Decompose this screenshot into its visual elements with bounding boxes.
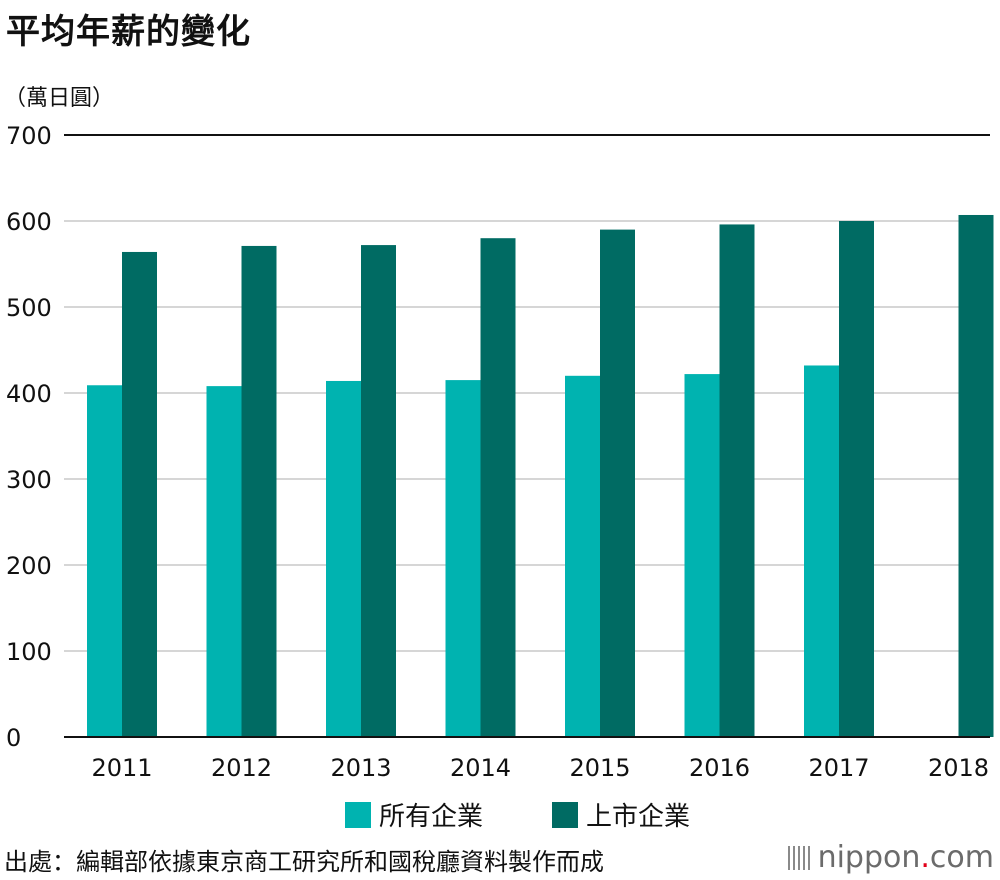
bar-listed-companies-2013 bbox=[361, 245, 396, 737]
bar-all-companies-2013 bbox=[326, 380, 361, 737]
y-axis-unit-label: （萬日圓） bbox=[4, 86, 115, 111]
y-tick-label-200: 200 bbox=[6, 552, 52, 580]
bar-listed-companies-2018 bbox=[958, 214, 994, 738]
bar-listed-companies-2017 bbox=[839, 221, 874, 737]
legend-label-listed-companies: 上市企業 bbox=[586, 802, 691, 832]
legend-label-all-companies: 所有企業 bbox=[379, 802, 484, 832]
y-tick-label-400: 400 bbox=[6, 380, 52, 408]
logo-name: nippon bbox=[817, 840, 921, 875]
x-tick-label-2012: 2012 bbox=[211, 754, 272, 782]
bar-all-companies-2014 bbox=[445, 380, 481, 737]
x-tick-label-2018: 2018 bbox=[928, 754, 989, 782]
bar-listed-companies-2011 bbox=[122, 251, 157, 737]
chart-title: 平均年薪的變化 bbox=[6, 12, 251, 52]
bar-all-companies-2011 bbox=[87, 385, 122, 737]
bar-listed-companies-2015 bbox=[600, 229, 635, 737]
y-tick-label-300: 300 bbox=[6, 466, 52, 494]
x-tick-label-2014: 2014 bbox=[450, 754, 511, 782]
bar-chart: 0 100 200 300 400 500 600 700 2011 2012 2013 2014 20… bbox=[6, 122, 994, 782]
legend-item-all-companies: 所有企業 bbox=[345, 796, 483, 833]
bar-listed-companies-2014 bbox=[480, 238, 516, 737]
bar-all-companies-2015 bbox=[565, 375, 600, 737]
logo-domain: com bbox=[929, 840, 994, 875]
y-tick-label-0: 0 bbox=[6, 724, 21, 752]
bar-all-companies-2016 bbox=[684, 374, 720, 737]
source-note: 出處：編輯部依據東京商工研究所和國稅廳資料製作而成 bbox=[4, 848, 604, 876]
x-tick-label-2016: 2016 bbox=[689, 754, 750, 782]
legend: 所有企業 上市企業 bbox=[0, 796, 1000, 832]
y-tick-label-600: 600 bbox=[6, 208, 52, 236]
y-tick-label-100: 100 bbox=[6, 638, 52, 666]
legend-item-listed-companies: 上市企業 bbox=[552, 796, 690, 833]
y-tick-label-700: 700 bbox=[6, 122, 52, 150]
logo-dot: . bbox=[920, 840, 930, 875]
logo-bars-icon bbox=[787, 845, 810, 870]
x-tick-label-2011: 2011 bbox=[91, 754, 152, 782]
bar-all-companies-2017 bbox=[804, 365, 839, 737]
x-tick-label-2015: 2015 bbox=[569, 754, 630, 782]
bar-listed-companies-2012 bbox=[241, 245, 277, 737]
legend-swatch-all-companies bbox=[345, 801, 371, 828]
bar-all-companies-2012 bbox=[206, 386, 242, 737]
x-tick-label-2017: 2017 bbox=[808, 754, 869, 782]
bar-listed-companies-2016 bbox=[719, 224, 755, 737]
nippon-logo: nippon. com bbox=[787, 840, 994, 875]
legend-swatch-listed-companies bbox=[552, 801, 578, 828]
y-tick-label-500: 500 bbox=[6, 294, 52, 322]
x-tick-label-2013: 2013 bbox=[330, 754, 391, 782]
